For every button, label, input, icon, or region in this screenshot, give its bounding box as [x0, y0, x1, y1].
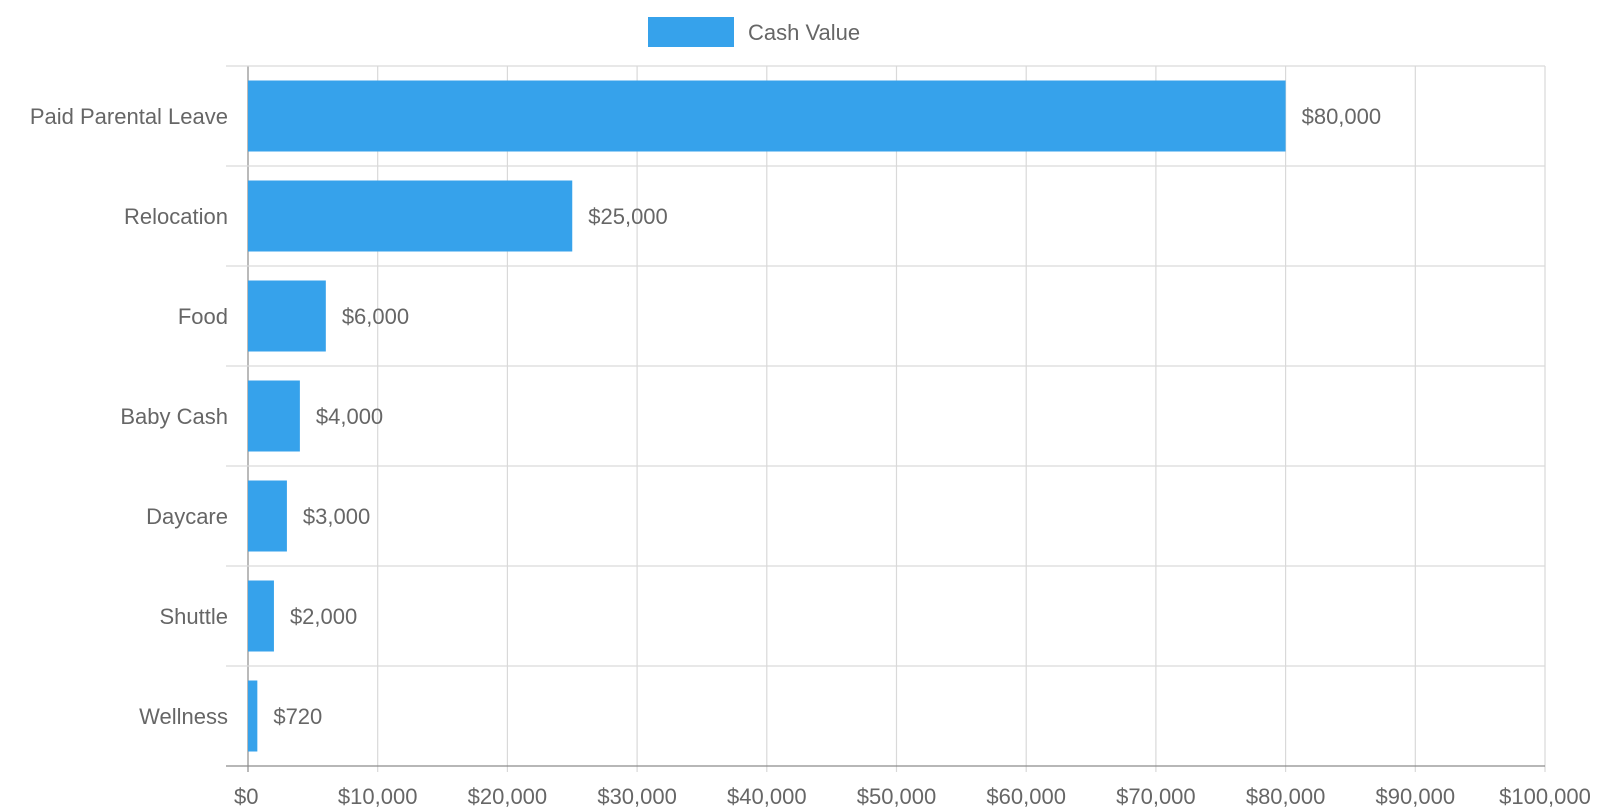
value-label: $3,000 [303, 504, 370, 529]
legend-swatch [648, 17, 734, 47]
value-label: $2,000 [290, 604, 357, 629]
bar[interactable] [248, 180, 573, 252]
category-labels: Paid Parental Leave Relocation Food Baby Ca… [30, 104, 228, 729]
x-tick-label: $10,000 [338, 784, 418, 809]
value-labels: $80,000 $25,000 $6,000 $4,000 $3,000 $2,000 $7… [273, 104, 1381, 729]
x-tick-label: $70,000 [1116, 784, 1196, 809]
category-label: Wellness [139, 704, 228, 729]
bar[interactable] [248, 480, 287, 552]
x-tick-label: $100,000 [1499, 784, 1591, 809]
category-label: Shuttle [160, 604, 229, 629]
legend[interactable]: Cash Value [648, 17, 860, 47]
grid-lines [226, 65, 1546, 772]
value-label: $80,000 [1302, 104, 1382, 129]
x-tick-label: $60,000 [986, 784, 1066, 809]
x-tick-label: $50,000 [857, 784, 937, 809]
legend-label: Cash Value [748, 20, 860, 45]
bars [248, 80, 1286, 752]
bar[interactable] [248, 380, 300, 452]
x-axis-tick-labels: $0 $10,000 $20,000 $30,000 $40,000 $50,000 $60… [234, 784, 1591, 809]
bar[interactable] [248, 80, 1286, 152]
x-tick-label: $30,000 [597, 784, 677, 809]
value-label: $720 [273, 704, 322, 729]
x-tick-label: $90,000 [1376, 784, 1456, 809]
x-tick-label: $40,000 [727, 784, 807, 809]
category-label: Food [178, 304, 228, 329]
value-label: $4,000 [316, 404, 383, 429]
x-tick-label: $80,000 [1246, 784, 1326, 809]
category-label: Relocation [124, 204, 228, 229]
value-label: $25,000 [588, 204, 668, 229]
category-label: Daycare [146, 504, 228, 529]
bar[interactable] [248, 580, 274, 652]
x-tick-label: $20,000 [468, 784, 548, 809]
category-label: Baby Cash [120, 404, 228, 429]
x-tick-label: $0 [234, 784, 258, 809]
bar[interactable] [248, 280, 326, 352]
bar[interactable] [248, 680, 258, 752]
value-label: $6,000 [342, 304, 409, 329]
category-label: Paid Parental Leave [30, 104, 228, 129]
